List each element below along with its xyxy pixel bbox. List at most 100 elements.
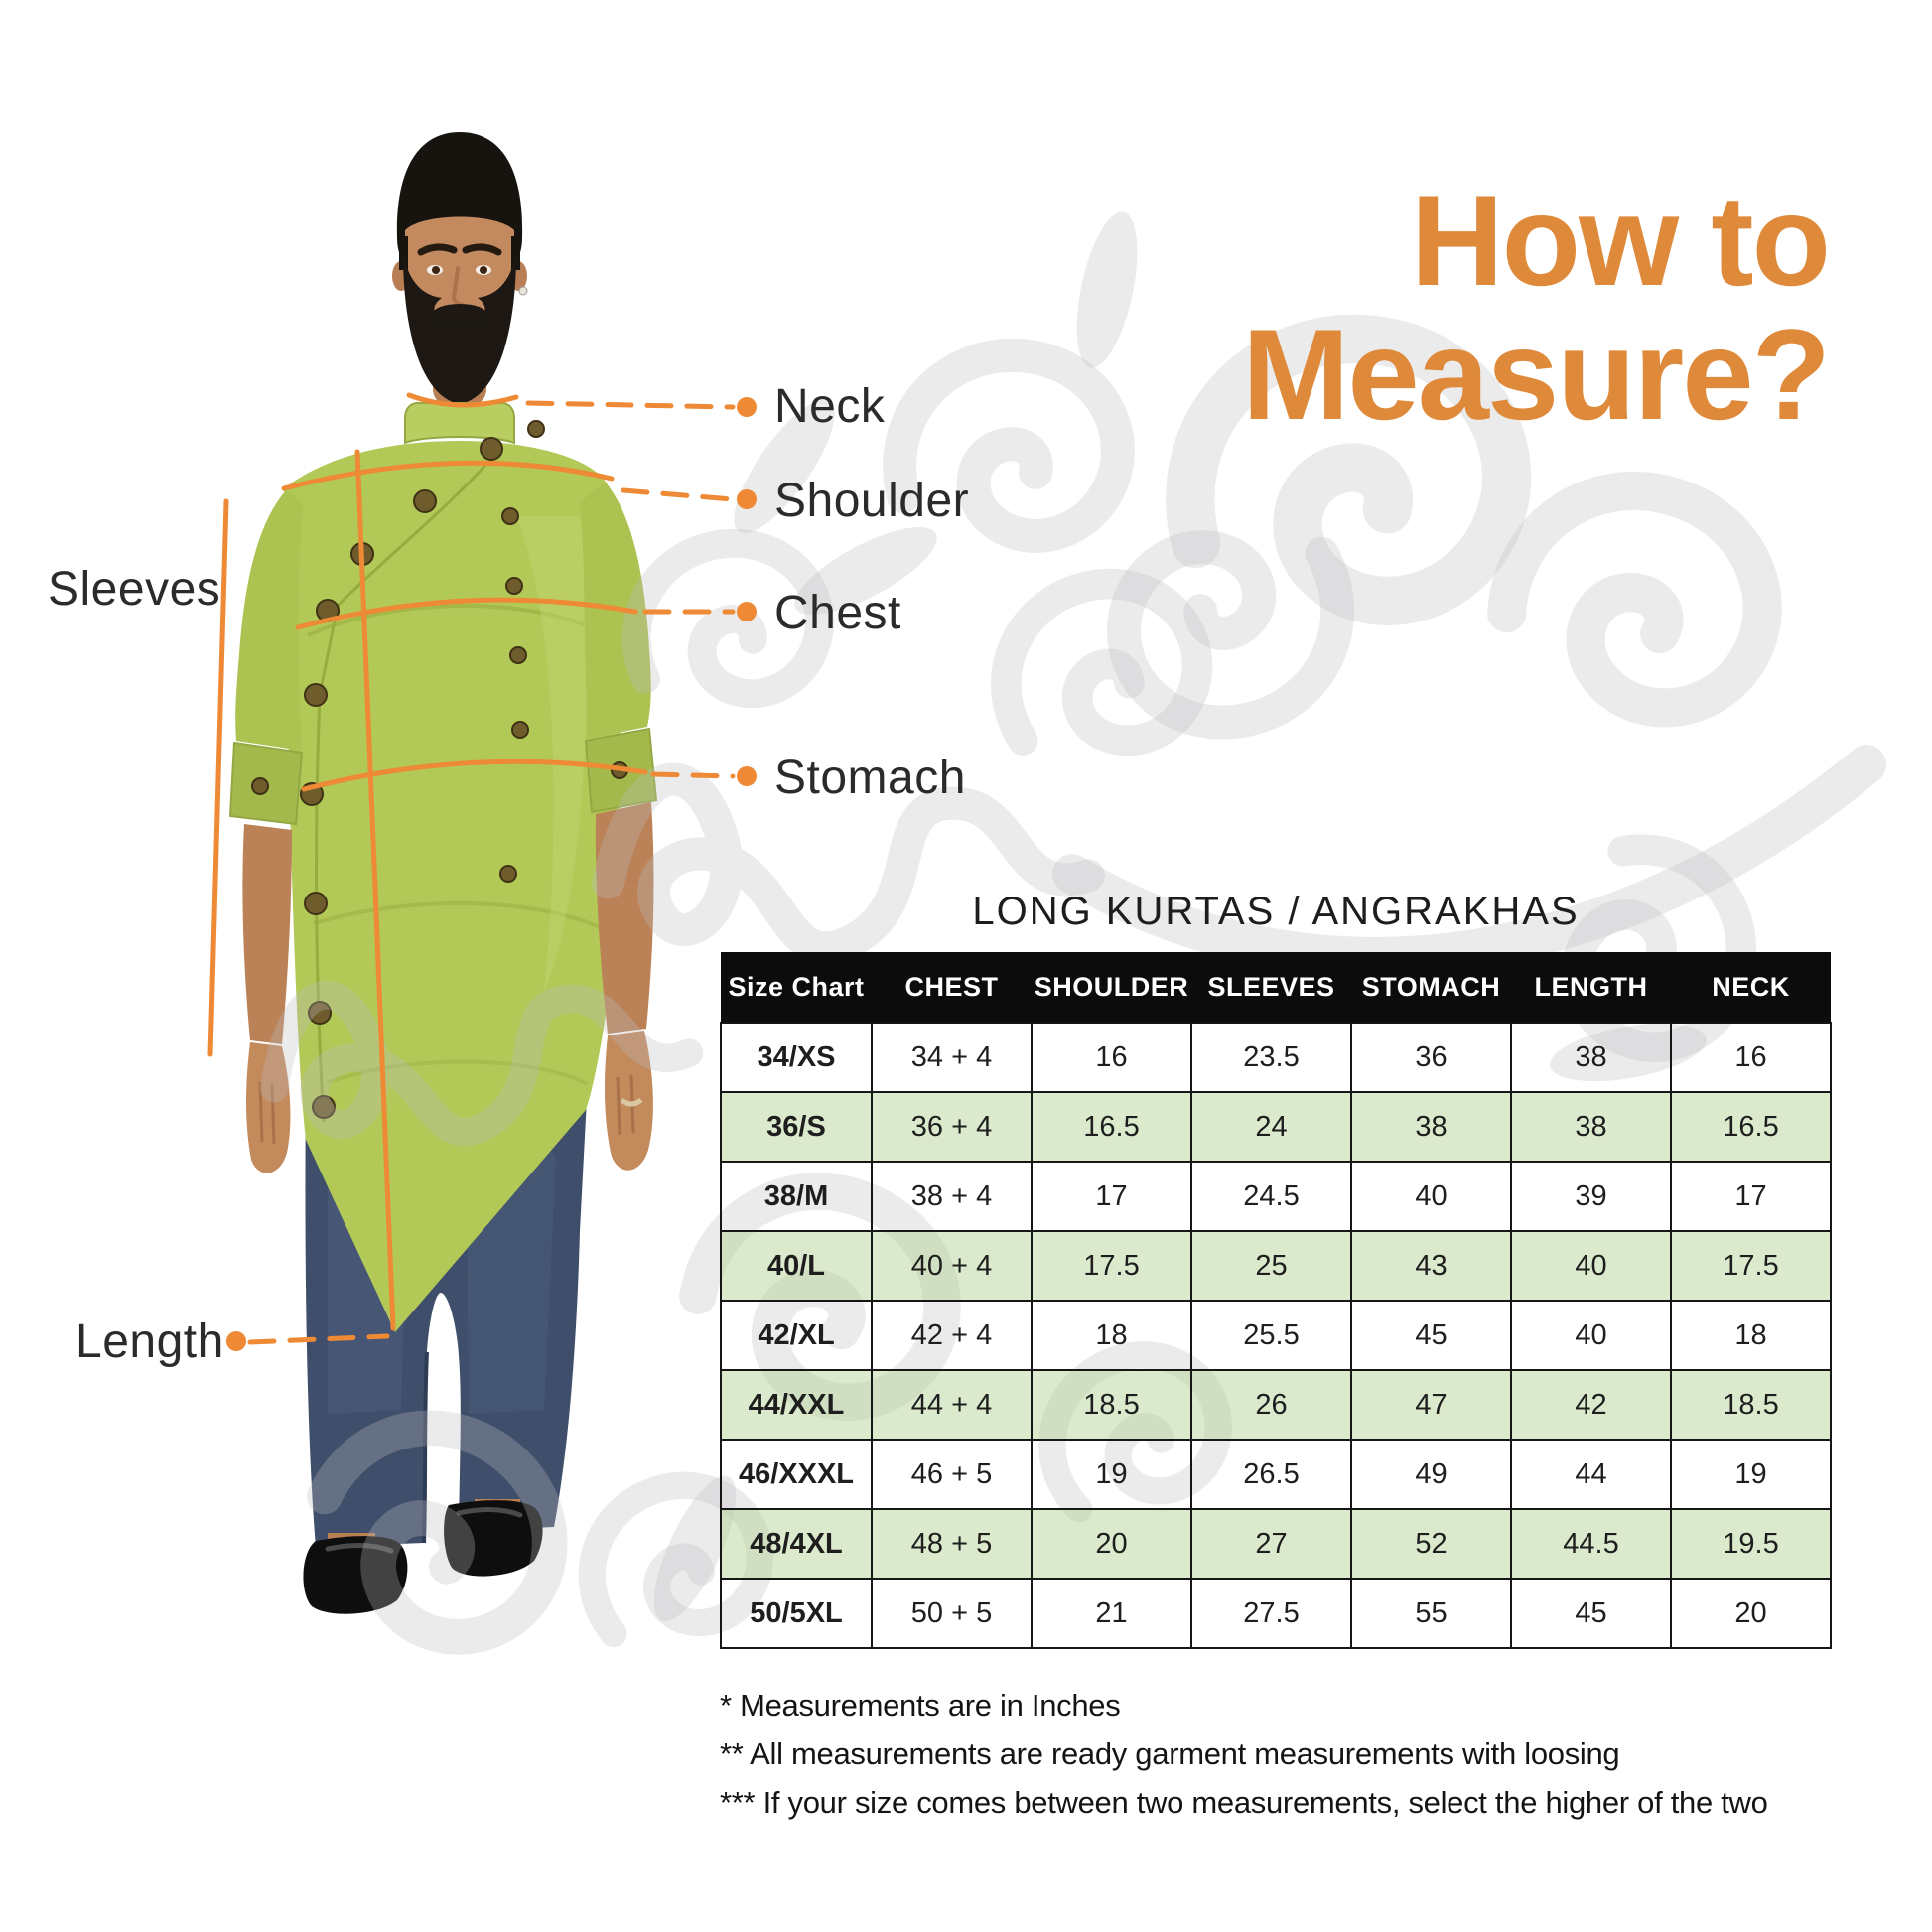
- measure-cell: 48 + 5: [871, 1508, 1033, 1580]
- measure-cell: 25.5: [1190, 1300, 1352, 1371]
- measure-cell: 52: [1350, 1508, 1512, 1580]
- size-chart-title: LONG KURTAS / ANGRAKHAS: [972, 890, 1580, 933]
- size-table-header: Size Chart CHEST SHOULDER SLEEVES STOMAC…: [721, 952, 1831, 1023]
- measure-cell: 43: [1350, 1230, 1512, 1302]
- sleeves-line: [207, 498, 229, 1057]
- measure-cell: 16: [1031, 1022, 1192, 1093]
- size-cell: 44/XXL: [720, 1369, 873, 1441]
- measure-cell: 38: [1350, 1091, 1512, 1163]
- size-cell: 36/S: [720, 1091, 873, 1163]
- page-title: How to Measure?: [1242, 173, 1831, 442]
- size-chart-section: LONG KURTAS / ANGRAKHAS Size Chart CHEST…: [720, 890, 1832, 1649]
- table-row: 44/XXL 44 + 4 18.5 26 47 42 18.5: [720, 1369, 1832, 1441]
- measure-cell: 36: [1350, 1022, 1512, 1093]
- table-row: 48/4XL 48 + 5 20 27 52 44.5 19.5: [720, 1508, 1832, 1580]
- neck-line: [406, 392, 519, 408]
- col-shoulder: SHOULDER: [1032, 952, 1191, 1023]
- col-neck: NECK: [1671, 952, 1831, 1023]
- measure-cell: 18.5: [1670, 1369, 1832, 1441]
- table-row: 34/XS 34 + 4 16 23.5 36 38 16: [720, 1022, 1832, 1093]
- measure-cell: 46 + 5: [871, 1439, 1033, 1510]
- table-row: 38/M 38 + 4 17 24.5 40 39 17: [720, 1161, 1832, 1232]
- measure-cell: 27.5: [1190, 1578, 1352, 1649]
- table-row: 36/S 36 + 4 16.5 24 38 38 16.5: [720, 1091, 1832, 1163]
- stomach-label: Stomach: [774, 752, 966, 804]
- measurement-lines: [207, 392, 757, 1351]
- measure-cell: 18: [1031, 1300, 1192, 1371]
- measure-cell: 17.5: [1031, 1230, 1192, 1302]
- measure-cell: 18.5: [1031, 1369, 1192, 1441]
- measure-cell: 42 + 4: [871, 1300, 1033, 1371]
- size-cell: 48/4XL: [720, 1508, 873, 1580]
- earring: [518, 286, 528, 296]
- leader-dots: [226, 397, 757, 1351]
- neck-label: Neck: [774, 380, 886, 433]
- measure-cell: 21: [1031, 1578, 1192, 1649]
- measure-cell: 45: [1510, 1578, 1672, 1649]
- note-3: *** If your size comes between two measu…: [720, 1785, 1768, 1820]
- size-chart-table: Size Chart CHEST SHOULDER SLEEVES STOMAC…: [720, 952, 1832, 1649]
- measure-cell: 16.5: [1670, 1091, 1832, 1163]
- measure-cell: 16.5: [1031, 1091, 1192, 1163]
- length-leader: [247, 1333, 390, 1345]
- measure-cell: 50 + 5: [871, 1578, 1033, 1649]
- col-size-chart: Size Chart: [721, 952, 872, 1023]
- measure-cell: 20: [1031, 1508, 1192, 1580]
- table-row: 46/XXXL 46 + 5 19 26.5 49 44 19: [720, 1439, 1832, 1510]
- size-table-body: 34/XS 34 + 4 16 23.5 36 38 16 36/S 36 + 4 16.5 24 3…: [720, 1022, 1832, 1649]
- model-figure: [228, 132, 658, 1614]
- measure-cell: 19: [1031, 1439, 1192, 1510]
- measure-cell: 47: [1350, 1369, 1512, 1441]
- measure-cell: 36 + 4: [871, 1091, 1033, 1163]
- measure-cell: 26: [1190, 1369, 1352, 1441]
- measure-cell: 24: [1190, 1091, 1352, 1163]
- measure-cell: 49: [1350, 1439, 1512, 1510]
- size-cell: 46/XXXL: [720, 1439, 873, 1510]
- note-2: ** All measurements are ready garment me…: [720, 1736, 1620, 1771]
- header-row: Size Chart CHEST SHOULDER SLEEVES STOMAC…: [721, 952, 1831, 1023]
- stomach-leader: [650, 771, 736, 779]
- measure-cell: 44 + 4: [871, 1369, 1033, 1441]
- chest-label: Chest: [774, 587, 901, 639]
- size-cell: 40/L: [720, 1230, 873, 1302]
- neck-leader: [525, 400, 736, 410]
- table-row: 40/L 40 + 4 17.5 25 43 40 17.5: [720, 1230, 1832, 1302]
- size-cell: 38/M: [720, 1161, 873, 1232]
- measure-cell: 27: [1190, 1508, 1352, 1580]
- note-1: * Measurements are in Inches: [720, 1688, 1121, 1723]
- measure-cell: 24.5: [1190, 1161, 1352, 1232]
- length-line: [354, 449, 396, 1331]
- col-sleeves: SLEEVES: [1191, 952, 1351, 1023]
- measure-cell: 40: [1350, 1161, 1512, 1232]
- size-cell: 42/XL: [720, 1300, 873, 1371]
- title-line-2: Measure?: [1242, 302, 1831, 448]
- measure-cell: 38: [1510, 1022, 1672, 1093]
- measure-cell: 55: [1350, 1578, 1512, 1649]
- chest-line: [295, 597, 638, 630]
- measure-cell: 17: [1670, 1161, 1832, 1232]
- table-row: 50/5XL 50 + 5 21 27.5 55 45 20: [720, 1578, 1832, 1649]
- footnotes: * Measurements are in Inches ** All meas…: [720, 1688, 1768, 1834]
- measure-cell: 16: [1670, 1022, 1832, 1093]
- ring: [620, 1097, 643, 1107]
- measure-cell: 40: [1510, 1230, 1672, 1302]
- size-cell: 50/5XL: [720, 1578, 873, 1649]
- measure-cell: 25: [1190, 1230, 1352, 1302]
- measure-cell: 39: [1510, 1161, 1672, 1232]
- col-chest: CHEST: [872, 952, 1032, 1023]
- measure-cell: 40: [1510, 1300, 1672, 1371]
- measure-cell: 18: [1670, 1300, 1832, 1371]
- measure-cell: 42: [1510, 1369, 1672, 1441]
- measure-cell: 34 + 4: [871, 1022, 1033, 1093]
- title-line-1: How to: [1410, 168, 1831, 314]
- shoulder-line: [281, 460, 615, 491]
- col-length: LENGTH: [1511, 952, 1671, 1023]
- stomach-line: [301, 759, 648, 792]
- measure-cell: 17.5: [1670, 1230, 1832, 1302]
- measure-cell: 38 + 4: [871, 1161, 1033, 1232]
- size-cell: 34/XS: [720, 1022, 873, 1093]
- col-stomach: STOMACH: [1351, 952, 1511, 1023]
- watermark-ornament: [257, 207, 1886, 1673]
- measure-cell: 44.5: [1510, 1508, 1672, 1580]
